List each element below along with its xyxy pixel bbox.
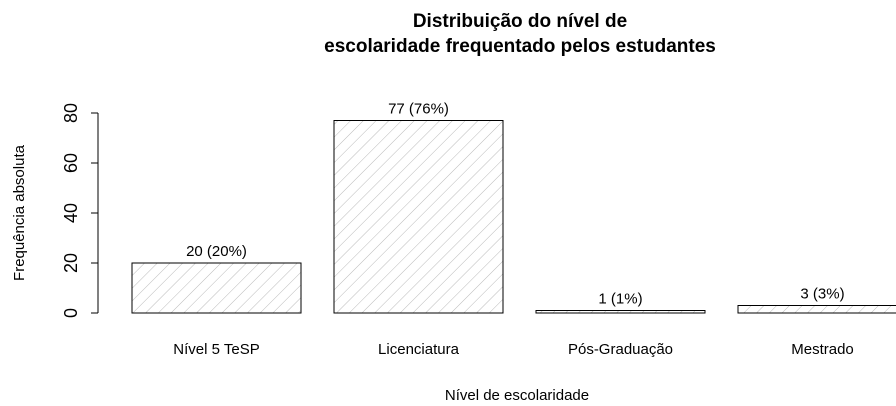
y-tick-label: 0: [61, 308, 81, 318]
y-tick-label: 60: [61, 153, 81, 173]
bar: [333, 120, 504, 314]
data-label: 20 (20%): [186, 243, 247, 260]
bar: [535, 310, 706, 314]
y-tick-label: 20: [61, 253, 81, 273]
y-axis-title: Frequência absoluta: [11, 144, 28, 281]
data-label: 77 (76%): [388, 100, 449, 117]
data-label: 1 (1%): [598, 290, 642, 307]
chart-title: escolaridade frequentado pelos estudante…: [324, 36, 716, 57]
x-tick-label: Mestrado: [791, 341, 854, 358]
bar: [737, 305, 896, 314]
y-tick-label: 40: [61, 203, 81, 223]
data-label: 3 (3%): [800, 285, 844, 302]
x-tick-label: Pós-Graduação: [568, 341, 673, 358]
x-axis-title: Nível de escolaridade: [445, 387, 589, 404]
y-tick-label: 80: [61, 103, 81, 123]
x-tick-label: Licenciatura: [378, 341, 460, 358]
bar: [131, 262, 302, 314]
x-tick-label: Nível 5 TeSP: [173, 341, 259, 358]
chart-title: Distribuição do nível de: [413, 11, 627, 32]
